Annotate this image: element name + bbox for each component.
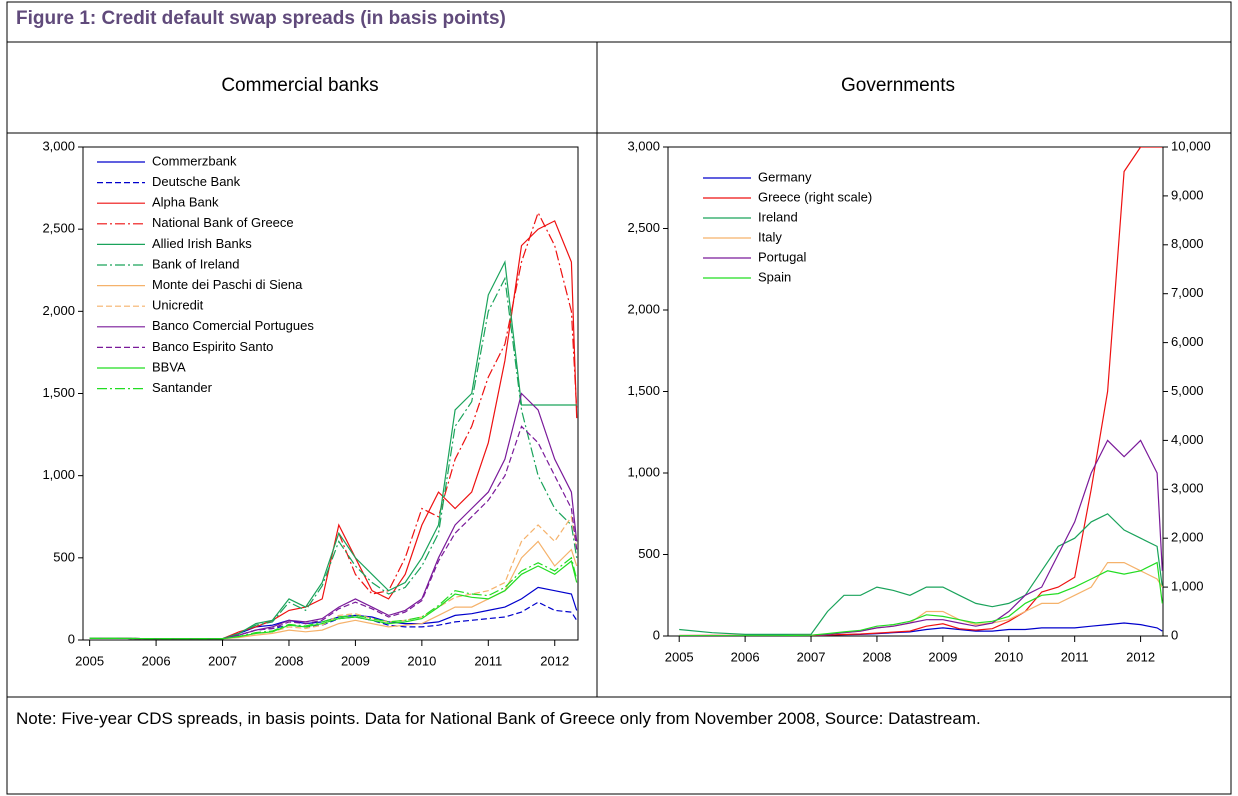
legend-label: Deutsche Bank (152, 174, 241, 189)
x-tick-label: 2011 (1061, 649, 1089, 664)
x-tick-label: 2007 (208, 653, 237, 668)
y2-tick-label: 9,000 (1171, 187, 1204, 202)
legend-label: Germany (758, 169, 812, 184)
y-tick-label: 2,000 (627, 301, 660, 316)
y2-tick-label: 4,000 (1171, 432, 1204, 447)
plot-area (667, 146, 1164, 637)
y-tick-label: 2,000 (42, 303, 75, 318)
legend-label: Ireland (758, 209, 798, 224)
lines (679, 147, 1163, 636)
legend-label: Allied Irish Banks (152, 236, 252, 251)
x-tick-label: 2011 (474, 653, 502, 668)
lines (89, 211, 578, 640)
y-tick-label: 2,500 (627, 220, 660, 235)
figure-title: Figure 1: Credit default swap spreads (i… (16, 8, 506, 29)
note: Note: Five-year CDS spreads, in basis po… (16, 709, 981, 728)
y-tick-label: 0 (68, 631, 75, 646)
x-tick-label: 2007 (797, 649, 826, 664)
x-tick-label: 2008 (275, 653, 304, 668)
y-tick-label: 1,000 (627, 464, 660, 479)
series-line (338, 211, 578, 595)
y2-tick-label: 10,000 (1171, 138, 1211, 153)
series-line (89, 392, 578, 640)
legend-label: Alpha Bank (152, 195, 219, 210)
y-tick-label: 1,000 (42, 467, 75, 482)
x-tick-label: 2012 (540, 653, 569, 668)
legend-label: Italy (758, 229, 782, 244)
y-tick-label: 3,000 (42, 138, 75, 153)
y2-tick-label: 7,000 (1171, 285, 1204, 300)
series-line (679, 513, 1163, 635)
series-line (679, 562, 1163, 636)
x-tick-label: 2005 (75, 653, 104, 668)
legend-label: Monte dei Paschi di Siena (152, 277, 303, 292)
series-line (89, 560, 578, 640)
y-tick-label: 3,000 (627, 138, 660, 153)
legend-label: National Bank of Greece (152, 215, 294, 230)
chart-title: Commercial banks (221, 75, 378, 96)
y2-tick-label: 8,000 (1171, 236, 1204, 251)
y2-tick-label: 2,000 (1171, 530, 1204, 545)
series-line (679, 439, 1163, 636)
series-line (679, 147, 1163, 636)
x-tick-label: 2008 (862, 649, 891, 664)
x-tick-label: 2010 (994, 649, 1023, 664)
series-line (679, 561, 1163, 636)
legend-label: Bank of Ireland (152, 256, 239, 271)
y-tick-label: 2,500 (42, 221, 75, 236)
frame (6, 1, 1232, 795)
series-line (89, 276, 578, 640)
y2-tick-label: 6,000 (1171, 334, 1204, 349)
series-line (89, 556, 578, 640)
x-tick-label: 2010 (407, 653, 436, 668)
x-tick-label: 2012 (1126, 649, 1155, 664)
y-tick-label: 0 (653, 627, 660, 642)
legend-label: Banco Comercial Portugues (152, 318, 314, 333)
y-tick-label: 500 (53, 549, 75, 564)
y2-tick-label: 1,000 (1171, 579, 1204, 594)
legend-label: Unicredit (152, 298, 204, 313)
series-line (679, 622, 1163, 636)
y2-tick-label: 0 (1171, 627, 1178, 642)
x-tick-label: 2006 (731, 649, 760, 664)
legend-label: BBVA (152, 359, 186, 374)
x-tick-label: 2006 (142, 653, 171, 668)
legend-label: Commerzbank (152, 153, 237, 168)
y2-tick-label: 5,000 (1171, 383, 1204, 398)
x-tick-label: 2009 (928, 649, 957, 664)
y2-tick-label: 3,000 (1171, 481, 1204, 496)
y-tick-label: 500 (638, 546, 660, 561)
x-tick-label: 2009 (341, 653, 370, 668)
y-tick-label: 1,500 (42, 385, 75, 400)
chart-title: Governments (841, 75, 955, 96)
legend-label: Santander (152, 380, 213, 395)
y-tick-label: 1,500 (627, 383, 660, 398)
legend-label: Greece (right scale) (758, 189, 872, 204)
legend-label: Banco Espirito Santo (152, 339, 273, 354)
legend-label: Spain (758, 269, 791, 284)
x-tick-label: 2005 (665, 649, 694, 664)
legend-label: Portugal (758, 249, 807, 264)
